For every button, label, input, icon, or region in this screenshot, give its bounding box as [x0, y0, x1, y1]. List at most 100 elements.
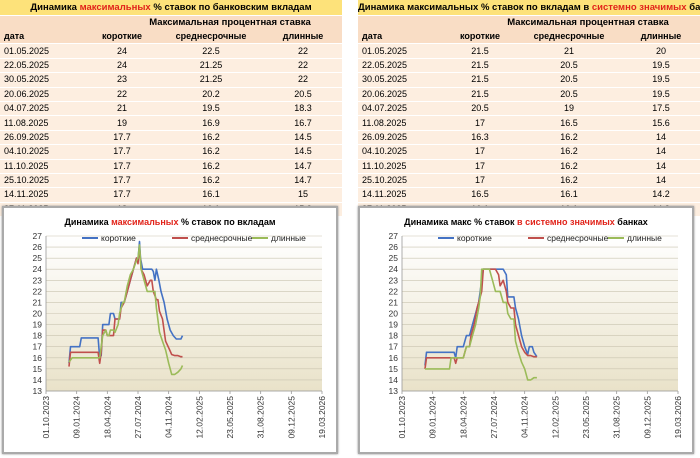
x-tick-label: 04.11.2024 — [164, 396, 174, 438]
left-rates-table: дата короткие среднесрочные длинные 01.05.20… — [0, 30, 342, 218]
rate-cell: 24 — [86, 58, 158, 74]
table-header-row: дата короткие среднесрочные длинные — [0, 30, 342, 45]
right-table-title: Динамика максимальных % ставок по вклада… — [358, 0, 700, 15]
rate-cell: 23 — [86, 72, 158, 88]
y-tick-label: 27 — [389, 231, 399, 241]
x-tick-label: 04.11.2024 — [520, 396, 530, 438]
legend-label: длинные — [627, 233, 662, 243]
chart-title-highlight: максимальных — [111, 217, 178, 227]
table-row: 30.05.2025 23 21.25 22 — [0, 72, 342, 88]
rate-cell: 21 — [86, 101, 158, 117]
date-cell: 25.10.2025 — [0, 173, 86, 189]
chart-title-part: банках — [615, 217, 648, 227]
date-cell: 14.11.2025 — [358, 187, 444, 203]
date-cell: 04.07.2025 — [358, 101, 444, 117]
legend-label: короткие — [101, 233, 136, 243]
x-tick-label: 01.10.2023 — [397, 396, 407, 439]
y-tick-label: 27 — [33, 231, 43, 241]
rate-cell: 17.7 — [86, 187, 158, 203]
y-tick-label: 23 — [389, 275, 399, 285]
y-tick-label: 26 — [389, 242, 399, 252]
y-tick-label: 13 — [33, 386, 43, 396]
date-cell: 11.10.2025 — [0, 159, 86, 174]
column-header: длинные — [264, 30, 342, 45]
table-row: 01.05.2025 24 22.5 22 — [0, 43, 342, 59]
x-tick-label: 18.04.2024 — [458, 396, 468, 439]
rate-cell: 16.1 — [158, 187, 264, 203]
chart-title: Динамика макс % ставок в системно значим… — [404, 217, 648, 227]
y-tick-label: 19 — [389, 320, 399, 330]
rate-cell: 16.2 — [158, 159, 264, 174]
y-tick-label: 13 — [389, 386, 399, 396]
rate-cell: 16.1 — [516, 187, 622, 203]
table-row: 04.07.2025 20.5 19 17.5 — [358, 101, 700, 117]
date-cell: 26.09.2025 — [0, 130, 86, 146]
table-header-row: дата короткие среднесрочные длинные — [358, 30, 700, 45]
rate-cell: 19.5 — [622, 58, 700, 74]
table-row: 11.10.2025 17.7 16.2 14.7 — [0, 159, 342, 174]
table-row: 25.10.2025 17.7 16.2 14.7 — [0, 173, 342, 189]
rate-cell: 16.9 — [158, 115, 264, 131]
rate-cell: 14 — [622, 159, 700, 174]
date-cell: 22.05.2025 — [0, 58, 86, 74]
series-line-длинные — [68, 244, 184, 376]
date-cell: 14.11.2025 — [0, 187, 86, 203]
right-chart: Динамика макс % ставок в системно значим… — [358, 206, 694, 454]
rate-cell: 14.5 — [264, 130, 342, 146]
left-chart-svg: Динамика максимальных % ставок по вклада… — [33, 217, 327, 439]
legend-label: короткие — [457, 233, 492, 243]
rate-cell: 21.5 — [444, 58, 516, 74]
legend-label: среднесрочные — [547, 233, 609, 243]
rate-cell: 16.5 — [444, 187, 516, 203]
chart-title-part: Динамика — [64, 217, 111, 227]
table-row: 26.09.2025 17.7 16.2 14.5 — [0, 130, 342, 146]
table-row: 04.10.2025 17 16.2 14 — [358, 144, 700, 160]
x-tick-label: 23.05.2025 — [225, 396, 235, 439]
date-cell: 26.09.2025 — [358, 130, 444, 146]
table-row: 01.05.2025 21.5 21 20 — [358, 43, 700, 59]
y-tick-label: 23 — [33, 275, 43, 285]
right-rates-table: дата короткие среднесрочные длинные 01.05.20… — [358, 30, 700, 218]
date-cell: 04.10.2025 — [358, 144, 444, 160]
rate-cell: 16.2 — [516, 173, 622, 189]
rate-cell: 17 — [444, 115, 516, 131]
x-tick-label: 18.04.2024 — [102, 396, 112, 439]
x-tick-label: 19.03.2026 — [317, 396, 327, 439]
column-header: длинные — [622, 30, 700, 45]
legend-label: длинные — [271, 233, 306, 243]
rate-cell: 21.25 — [158, 58, 264, 74]
date-cell: 30.05.2025 — [0, 72, 86, 88]
rate-cell: 17.7 — [86, 144, 158, 160]
column-header: дата — [0, 30, 86, 45]
x-tick-label: 09.12.2025 — [286, 396, 296, 439]
column-header: короткие — [444, 30, 516, 45]
column-header: среднесрочные — [158, 30, 264, 45]
rate-cell: 19 — [86, 115, 158, 131]
rate-cell: 14 — [622, 173, 700, 189]
rate-cell: 22 — [86, 87, 158, 102]
rate-cell: 17 — [444, 144, 516, 160]
rate-cell: 15.6 — [622, 115, 700, 131]
x-tick-label: 27.07.2024 — [133, 396, 143, 439]
y-tick-label: 26 — [33, 242, 43, 252]
rate-cell: 16.2 — [158, 173, 264, 189]
rate-cell: 14.2 — [622, 187, 700, 203]
rate-cell: 19.5 — [622, 72, 700, 88]
rate-cell: 22.5 — [158, 43, 264, 59]
rate-cell: 22 — [264, 58, 342, 74]
chart-title-part: Динамика макс % ставок — [404, 217, 517, 227]
chart-title: Динамика максимальных % ставок по вклада… — [64, 217, 275, 227]
table-row: 14.11.2025 17.7 16.1 15 — [0, 187, 342, 203]
y-tick-label: 17 — [33, 342, 43, 352]
y-tick-label: 18 — [389, 331, 399, 341]
table-row: 26.09.2025 16.3 16.2 14 — [358, 130, 700, 146]
date-cell: 04.07.2025 — [0, 101, 86, 117]
table-row: 11.08.2025 17 16.5 15.6 — [358, 115, 700, 131]
x-tick-label: 09.12.2025 — [642, 396, 652, 439]
y-tick-label: 14 — [33, 375, 43, 385]
rate-cell: 16.2 — [158, 144, 264, 160]
rate-cell: 20.5 — [444, 101, 516, 117]
date-cell: 01.05.2025 — [0, 43, 86, 59]
x-tick-label: 23.05.2025 — [581, 396, 591, 439]
table-row: 04.10.2025 17.7 16.2 14.5 — [0, 144, 342, 160]
